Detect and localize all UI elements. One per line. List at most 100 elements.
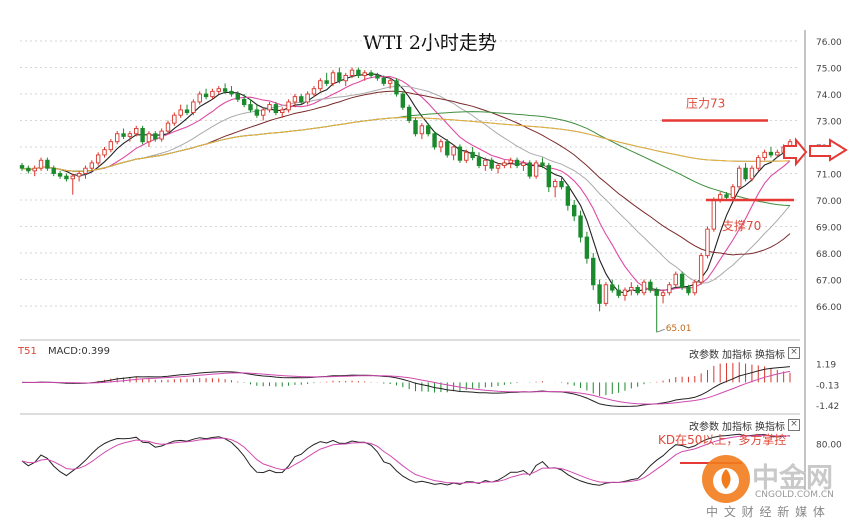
candle-body: [127, 133, 133, 137]
candle-body: [635, 287, 640, 294]
price-tick-label: 68.00: [816, 250, 842, 260]
macd-add-indicator-button[interactable]: 加指标: [722, 350, 752, 361]
candle-body: [749, 167, 755, 180]
candle-body: [32, 167, 37, 172]
candle-body: [260, 109, 266, 116]
candle-body: [178, 109, 183, 116]
macd-close-button[interactable]: ×: [788, 347, 800, 359]
chart-title: WTI 2小时走势: [363, 32, 497, 54]
macd-edit-params-button[interactable]: 改参数: [689, 350, 719, 361]
candle-body: [330, 72, 336, 84]
logo-domain: CNGOLD.COM.CN: [755, 490, 834, 500]
macd-switch-indicator-button[interactable]: 换指标: [755, 350, 785, 361]
candle-body: [622, 289, 628, 296]
price-tick-label: 76.00: [816, 38, 842, 48]
candle-body: [362, 72, 367, 76]
price-tick-label: 69.00: [816, 224, 842, 234]
ma200-line: [21, 116, 791, 172]
candle-body: [159, 130, 164, 140]
candle-body: [426, 125, 431, 135]
resistance-label: 压力73: [686, 97, 725, 111]
price-tick-label: 66.00: [816, 303, 842, 313]
candle-body: [172, 114, 177, 124]
candle-body: [368, 72, 374, 76]
candle-body: [235, 93, 240, 100]
candle-body: [121, 133, 126, 137]
candle-body: [476, 157, 482, 167]
price-tick-label: 71.00: [816, 171, 842, 181]
candle-body: [730, 186, 736, 198]
candle-body: [495, 165, 501, 169]
candle-body: [153, 133, 158, 140]
candles: [19, 67, 793, 333]
candle-body: [324, 80, 329, 84]
logo-name: 中金网: [752, 463, 833, 494]
candle-body: [216, 88, 221, 92]
candle-body: [711, 199, 717, 230]
candle-body: [508, 159, 513, 164]
candle-body: [768, 151, 774, 156]
ma20-line: [21, 85, 791, 284]
macd-dea-line: [22, 370, 791, 405]
macd-indicator-label: MACD:0.399: [48, 346, 110, 357]
candle-body: [705, 228, 710, 257]
price-tick-label: 70.00: [816, 197, 842, 207]
candle-body: [337, 72, 342, 82]
candle-body: [38, 159, 44, 169]
candle-body: [432, 133, 437, 148]
candle-body: [318, 80, 323, 90]
candle-body: [400, 93, 406, 108]
candle-body: [483, 159, 488, 167]
kd-switch-indicator-button[interactable]: 换指标: [755, 422, 785, 433]
macd-dif-line: [21, 366, 791, 407]
kd-edit-params-button[interactable]: 改参数: [689, 422, 719, 433]
candle-body: [146, 133, 152, 143]
support-label: 支撑70: [722, 218, 761, 233]
ma10-line: [21, 75, 791, 292]
candle-body: [578, 215, 583, 238]
candle-body: [108, 141, 114, 151]
annotations: 压力73 支撑70 65.01: [656, 97, 848, 334]
candle-body: [673, 273, 678, 286]
candle-body: [514, 159, 520, 167]
arrow-right-icon: [783, 137, 808, 167]
macd-header-period: T51: [18, 346, 37, 357]
candle-body: [756, 157, 761, 169]
candle-body: [292, 96, 298, 103]
candle-body: [387, 80, 393, 84]
candle-body: [26, 167, 31, 172]
candle-body: [464, 151, 469, 161]
candle-body: [762, 151, 767, 159]
price-tick-label: 73.00: [816, 118, 842, 128]
moving-averages: [21, 73, 791, 294]
kd-add-indicator-button[interactable]: 加指标: [722, 422, 752, 433]
candle-body: [489, 159, 494, 169]
candle-body: [375, 74, 380, 79]
candle-body: [349, 69, 355, 76]
macd-panel: 1.19 -0.13 -1.42: [21, 360, 839, 412]
candle-body: [546, 165, 552, 188]
candle-body: [254, 109, 260, 116]
kd-tick-label: 80.00: [816, 441, 842, 451]
candle-body: [584, 236, 590, 259]
candle-body: [559, 180, 564, 188]
price-tick-label: 75.00: [816, 65, 842, 75]
kd-close-button[interactable]: ×: [788, 419, 800, 431]
candle-body: [267, 104, 272, 111]
ma5-line: [21, 73, 791, 294]
kd-annotation: KD在50以上，多方掌控: [658, 432, 786, 447]
candle-body: [451, 146, 456, 156]
candle-body: [45, 159, 50, 169]
candle-body: [610, 284, 615, 291]
kd-k-line: [21, 433, 791, 486]
candle-body: [134, 127, 139, 135]
candle-body: [280, 109, 285, 114]
candle-body: [184, 109, 190, 114]
candle-body: [64, 175, 69, 180]
kd-panel: 80.00 KD在50以上，多方掌控: [21, 432, 842, 486]
logo-tagline: 中 文 财 经 新 媒 体: [706, 505, 826, 519]
candle-body: [286, 101, 291, 111]
candle-body: [502, 162, 507, 166]
candle-body: [775, 151, 780, 156]
